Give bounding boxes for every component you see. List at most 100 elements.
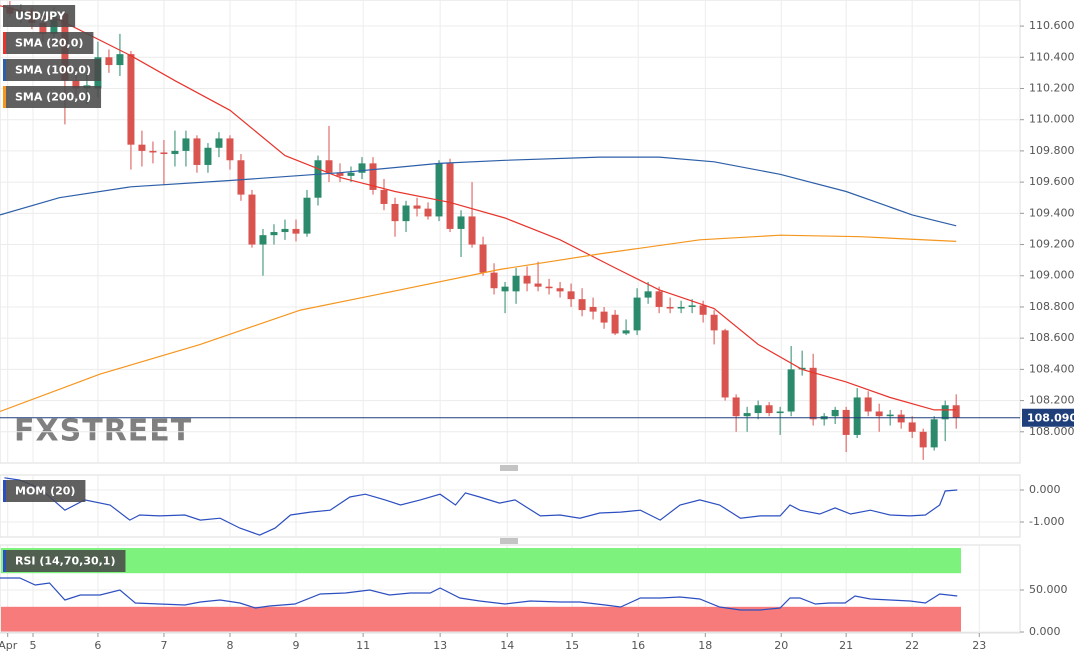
legend-label: SMA (200,0) [15,91,91,104]
x-tick-label: 23 [972,639,986,652]
legend-label: SMA (100,0) [15,64,91,77]
candle-body [952,405,960,418]
candle-body [446,163,454,229]
candle-body [589,306,597,312]
legend-box [3,59,102,81]
candle-body [160,152,168,155]
panel-layer: 50.000 0.000 Apr 5 6 7 8 9 11 13 14 15 16 18 20 21 22 23 R… [0,548,1068,652]
candle-body [666,306,674,309]
candle-body [292,228,300,234]
candle-body [105,57,113,66]
candle-body [611,314,619,334]
candle-body [809,367,817,420]
legend-label: SMA (20,0) [15,37,83,50]
candle-body [688,305,696,307]
candle-body [523,275,531,284]
legend-box [3,32,94,54]
x-tick-label: 9 [292,639,299,652]
y-tick-label: 0.000 [1029,625,1061,638]
candle-body [501,286,509,292]
candle-body [358,163,366,173]
candle-body [237,160,245,195]
band [1,548,961,574]
candle-body [171,150,179,155]
candle-body [886,414,894,417]
candle-body [204,147,212,165]
y-tick-label: -1.000 [1029,515,1064,528]
candle-body [765,405,773,414]
y-tick-label: 108.000 [1029,425,1075,438]
candle-body [941,405,949,420]
series-line [4,477,958,536]
candle-body [930,419,938,448]
y-tick-label: 109.800 [1029,144,1075,157]
candle-body [248,194,256,245]
y-tick-label: 108.400 [1029,362,1075,375]
x-tick-label: 20 [774,639,788,652]
candle-body [633,297,641,331]
panel-layer: 110.600 110.400 110.200 110.000 109.800 109.6… [0,1,1077,460]
candle-body [644,291,652,298]
mom-panel [0,474,1021,538]
legend-label: RSI (14,70,30,1) [15,555,115,568]
legend-box [3,480,86,502]
x-tick-label: 7 [160,639,167,652]
y-tick-label: 110.000 [1029,113,1075,126]
candle-body [226,138,234,161]
x-tick-label: 14 [500,639,514,652]
candle-body [303,197,311,234]
legend-swatch [3,86,6,108]
candle-body [578,299,586,311]
candle-body [721,330,729,398]
legend-label: USD/JPY [15,10,66,23]
candle-body [512,275,520,292]
panel-handle[interactable] [500,538,518,544]
candle-body [369,163,377,190]
legend-box [3,550,126,572]
series-line [0,577,958,611]
series-line [0,5,957,411]
last-price-label: 108.090 [1027,412,1077,425]
candle-body [600,311,608,323]
y-tick-label: 50.000 [1029,583,1068,596]
candle-body [798,367,806,370]
candle-body [116,54,124,66]
y-tick-label: 109.200 [1029,238,1075,251]
y-tick-label: 108.600 [1029,331,1075,344]
candle-body [699,305,707,315]
legend-swatch [3,480,6,502]
candle-body [776,411,784,414]
x-tick-label: 5 [30,639,37,652]
candle-body [534,283,542,287]
legend-swatch [3,550,6,572]
candle-body [710,314,718,331]
legend-box [3,5,76,27]
panel-handle[interactable] [500,465,518,471]
last-price-box [1022,408,1074,427]
candle-body [875,411,883,417]
candle-body [314,160,322,198]
candle-body [490,272,498,289]
y-tick-label: 0.000 [1029,483,1061,496]
legend-swatch [3,32,6,54]
x-tick-label: 11 [356,639,370,652]
legend-box [3,86,102,108]
candle-body [149,150,157,153]
series-line [0,234,957,413]
candle-body [424,208,432,217]
candle-body [270,232,278,236]
candle-body [479,244,487,273]
candle-body [193,138,201,165]
y-tick-label: 110.600 [1029,19,1075,32]
candle-body [754,405,762,414]
x-tick-label: 18 [698,639,712,652]
x-tick-label: 8 [226,639,233,652]
candle-body [743,413,751,417]
candle-body [567,291,575,300]
candle-body [468,216,476,245]
x-tick-label: 15 [565,639,579,652]
series-line [0,156,957,227]
y-tick-label: 109.000 [1029,269,1075,282]
candle-body [919,431,927,448]
